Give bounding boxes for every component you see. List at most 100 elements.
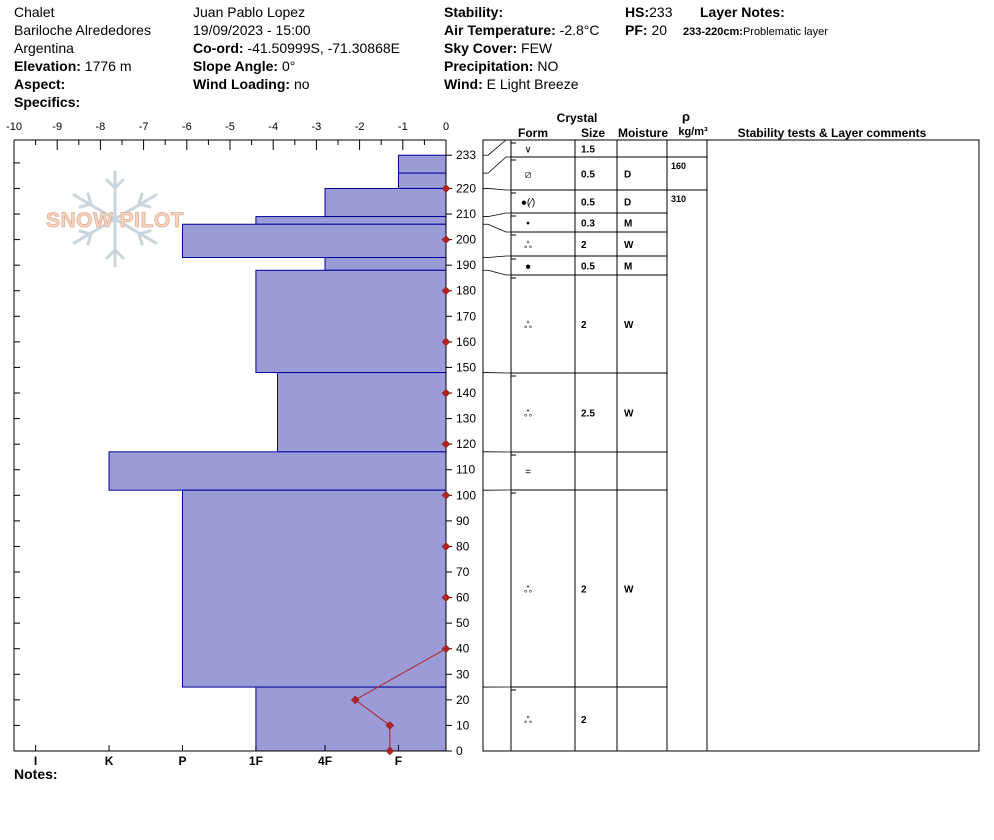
hardness-layers — [108, 154, 447, 752]
grain-form: ஃ — [524, 409, 532, 420]
air-temperature: Air Temperature: -2.8°C — [444, 21, 600, 39]
hardness-layer-6 — [255, 269, 447, 374]
temperature-point — [441, 388, 451, 398]
hardness-layer-8 — [108, 451, 447, 491]
temperature-line — [354, 648, 447, 751]
aspect-label: Aspect: — [14, 76, 66, 92]
precipitation: Precipitation: NO — [444, 57, 558, 75]
country-name: Argentina — [14, 40, 74, 56]
height-tick-label: 200 — [456, 233, 476, 247]
temp-tick-label: -8 — [96, 121, 106, 133]
hardness-label: 4F — [318, 754, 332, 768]
height-tick-label: 50 — [456, 616, 470, 630]
observer-name: Juan Pablo Lopez — [193, 4, 306, 20]
height-tick-label: 140 — [456, 386, 476, 400]
pf-value: 20 — [651, 22, 668, 38]
stability-comments-header: Stability tests & Layer comments — [738, 126, 927, 140]
layer-connector — [483, 255, 511, 258]
height-tick-label: 0 — [456, 744, 463, 758]
wind: Wind: E Light Breeze — [444, 75, 578, 93]
temp-tick-label: -9 — [52, 121, 62, 133]
height-tick-label: 210 — [456, 207, 476, 221]
grain-moisture: M — [624, 262, 632, 273]
height-tick-label: 100 — [456, 488, 476, 502]
temperature-point — [441, 542, 451, 551]
height-tick-label: 40 — [456, 642, 470, 656]
height-tick-label: 130 — [456, 412, 476, 426]
height-tick-label: 60 — [456, 591, 470, 605]
notes: Notes: — [14, 765, 58, 783]
moisture-header: Moisture — [618, 126, 668, 140]
temperature-profile — [350, 184, 451, 756]
layer-note-text: Problematic layer — [742, 26, 828, 38]
hs-value: 233 — [649, 4, 673, 20]
height-tick-label: 120 — [456, 437, 476, 451]
temperature-point — [441, 184, 451, 193]
grain-size: 1.5 — [581, 145, 595, 156]
height-tick-label: 110 — [456, 463, 475, 477]
height-tick-label: 233 — [456, 148, 476, 162]
grain-form: • — [526, 219, 530, 230]
location-name: Chalet — [14, 4, 55, 20]
hardness-layer-10 — [255, 686, 447, 752]
sky-label: Sky Cover: — [444, 40, 518, 56]
layer-connector — [483, 139, 511, 156]
elevation-value: 1776 m — [84, 58, 132, 74]
slope-label: Slope Angle: — [193, 58, 279, 74]
grain-form: ஃ — [524, 240, 532, 251]
height-tick-label: 180 — [456, 284, 476, 298]
watermark-text: SNOW PILOT — [46, 209, 184, 232]
hardness-label: F — [395, 754, 402, 768]
wind-loading-value: no — [293, 76, 310, 92]
hardness-layer-4 — [181, 223, 447, 258]
coord-label: Co-ord: — [193, 40, 244, 56]
layer-notes: Layer Notes: — [700, 3, 785, 21]
grain-moisture: M — [624, 219, 632, 230]
hardness-layer-1 — [397, 172, 447, 189]
grain-size: 0.3 — [581, 219, 595, 230]
grain-form: ● — [525, 262, 531, 273]
layer-density: 310 — [671, 194, 686, 204]
grain-size: 0.5 — [581, 170, 595, 181]
layer-connector — [483, 188, 511, 191]
grain-form: ஃ — [524, 320, 532, 331]
rho-header: ρ — [682, 109, 690, 124]
grain-form: ஃ — [524, 715, 532, 726]
wind-loading: Wind Loading: no — [193, 75, 310, 93]
hardness-layer-0 — [397, 154, 447, 174]
wind-value: E Light Breeze — [486, 76, 579, 92]
notes-label: Notes: — [14, 766, 58, 782]
elevation: Elevation: 1776 m — [14, 57, 132, 75]
grain-moisture: D — [624, 170, 631, 181]
grain-size: 2 — [581, 585, 587, 596]
temperature-point — [385, 746, 395, 756]
temp-tick-label: -3 — [312, 121, 322, 133]
slope-angle: Slope Angle: 0° — [193, 57, 295, 75]
temp-tick-label: -4 — [268, 121, 278, 133]
temperature-point — [441, 644, 451, 654]
temperature-point — [350, 695, 360, 705]
layer-note-range: 233-220cm: — [683, 26, 743, 38]
stability-label: Stability: — [444, 4, 504, 20]
grain-form: ⧄ — [525, 170, 531, 181]
sky-cover: Sky Cover: FEW — [444, 39, 552, 57]
grain-form: = — [525, 467, 531, 478]
hardness-label: 1F — [249, 754, 263, 768]
layer-connector — [483, 223, 511, 233]
temp-tick-label: -6 — [182, 121, 192, 133]
height-tick-label: 90 — [456, 514, 470, 528]
temp-tick-label: -7 — [139, 121, 149, 133]
grain-size: 0.5 — [581, 198, 595, 209]
coordinates: Co-ord: -41.50999S, -71.30868E — [193, 39, 400, 57]
temp-tick-label: -2 — [355, 121, 365, 133]
grain-form: ●(⁄) — [521, 198, 535, 209]
temperature-point — [441, 593, 451, 602]
grain-moisture: W — [624, 320, 634, 331]
wind-loading-label: Wind Loading: — [193, 76, 291, 92]
grain-size: 2 — [581, 320, 587, 331]
grain-size: 2 — [581, 715, 587, 726]
grain-moisture: W — [624, 585, 634, 596]
height-tick-label: 190 — [456, 258, 476, 272]
hardness-label: I — [34, 754, 37, 768]
